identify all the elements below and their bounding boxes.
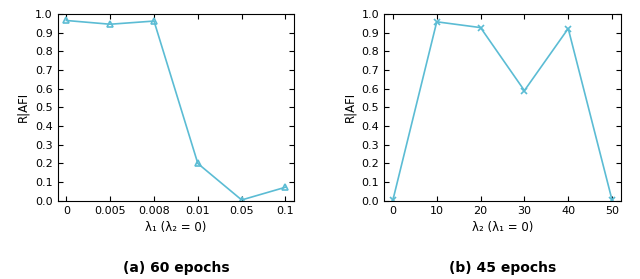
Title: (b) 45 epochs: (b) 45 epochs <box>449 261 556 275</box>
X-axis label: λ₁ (λ₂ = 0): λ₁ (λ₂ = 0) <box>145 221 207 234</box>
Title: (a) 60 epochs: (a) 60 epochs <box>123 261 229 275</box>
Y-axis label: R|AFI: R|AFI <box>343 92 356 122</box>
Y-axis label: R|AFI: R|AFI <box>17 92 29 122</box>
X-axis label: λ₂ (λ₁ = 0): λ₂ (λ₁ = 0) <box>472 221 533 234</box>
